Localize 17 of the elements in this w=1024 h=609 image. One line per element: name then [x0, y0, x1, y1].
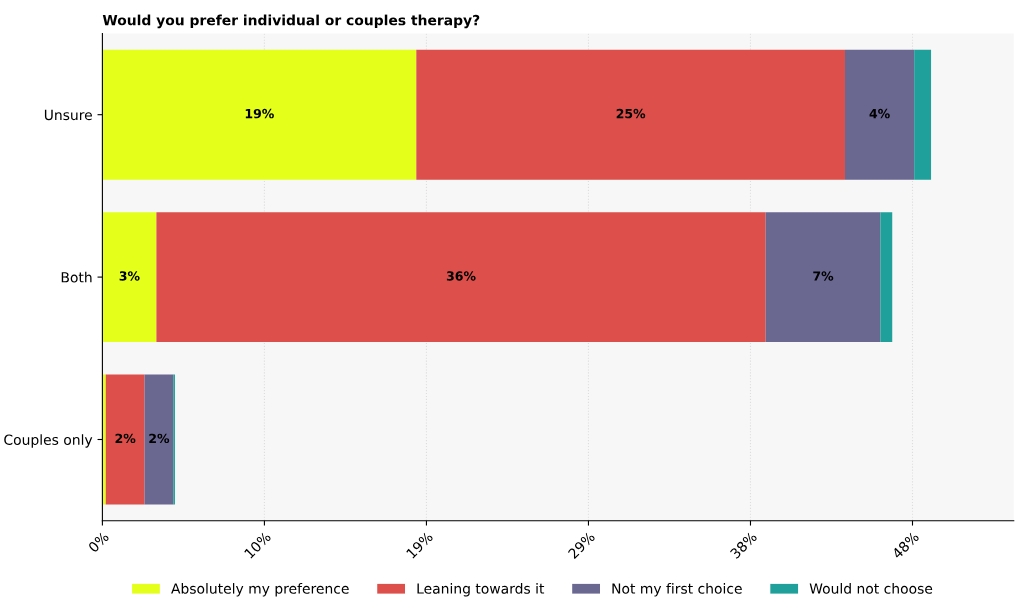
legend-label: Absolutely my preference: [171, 583, 349, 597]
data-label: 2%: [149, 433, 170, 444]
chart-title: Would you prefer individual or couples therapy?: [102, 14, 480, 29]
legend-label: Would not choose: [809, 583, 933, 594]
legend-label: Leaning towards it: [417, 583, 545, 597]
data-label: 3%: [119, 271, 140, 281]
data-label: 4%: [869, 108, 890, 119]
data-label: 36%: [446, 271, 476, 281]
legend-label: Not my first choice: [612, 583, 742, 597]
data-label: 19%: [245, 108, 274, 119]
y-tick-label: Both: [61, 271, 92, 283]
data-label: 7%: [813, 271, 834, 281]
data-label: 2%: [115, 433, 136, 444]
x-tick-label: 0%: [87, 531, 110, 553]
data-label: 25%: [616, 108, 646, 119]
y-tick-label: Couples only: [4, 434, 93, 448]
y-tick-label: Unsure: [44, 109, 92, 121]
